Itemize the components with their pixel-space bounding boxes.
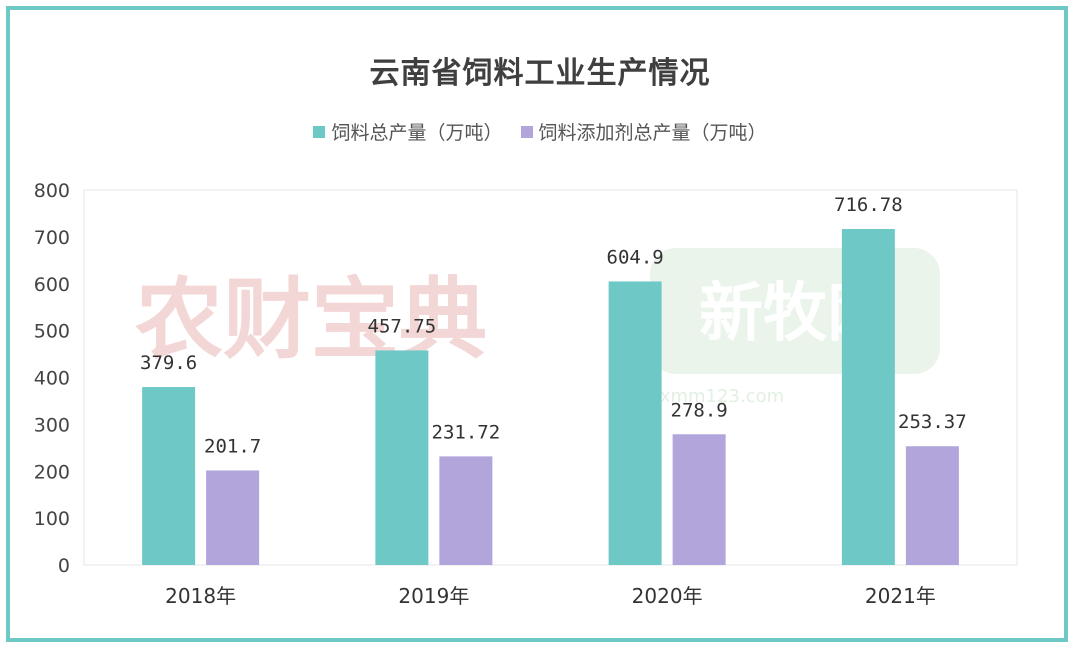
data-label: 231.72 (432, 421, 501, 443)
data-label: 253.37 (898, 411, 967, 433)
y-tick-label: 0 (58, 555, 70, 577)
y-tick-label: 200 (34, 461, 70, 483)
bar-feed-total (841, 229, 895, 565)
x-tick-label: 2021年 (865, 584, 936, 608)
plot-area-border (83, 189, 1018, 566)
data-label: 379.6 (140, 352, 197, 374)
data-label: 457.75 (368, 315, 437, 337)
watermark-url: xmm123.com (660, 386, 784, 407)
x-tick-label: 2019年 (398, 584, 469, 608)
data-label: 604.9 (607, 246, 664, 268)
y-tick-label: 500 (34, 321, 70, 343)
chart-legend: 饲料总产量（万吨） 饲料添加剂总产量（万吨） (0, 118, 1080, 145)
bar-additive-total (206, 470, 260, 565)
legend-label-additive-total: 饲料添加剂总产量（万吨） (538, 122, 767, 144)
legend-swatch-additive-total (520, 126, 533, 138)
data-label: 201.7 (204, 435, 261, 457)
x-tick-label: 2020年 (632, 584, 703, 608)
bar-additive-total (905, 446, 959, 565)
chart-title: 云南省饲料工业生产情况 (369, 56, 711, 91)
y-tick-label: 400 (34, 368, 70, 390)
bar-feed-total (375, 350, 429, 565)
legend-item-additive-total: 饲料添加剂总产量（万吨） (520, 118, 767, 145)
y-tick-label: 300 (34, 414, 70, 436)
y-tick-label: 600 (34, 274, 70, 296)
data-label: 716.78 (834, 194, 903, 216)
bar-feed-total (142, 387, 196, 565)
bar-additive-total (439, 456, 493, 565)
y-tick-label: 700 (34, 227, 70, 249)
x-tick-label: 2018年 (165, 584, 236, 608)
bar-feed-total (608, 281, 662, 565)
legend-item-feed-total: 饲料总产量（万吨） (313, 118, 502, 145)
data-label: 278.9 (671, 399, 728, 421)
y-tick-label: 100 (34, 508, 70, 530)
legend-swatch-feed-total (313, 126, 326, 138)
y-tick-label: 800 (34, 180, 70, 202)
bar-additive-total (672, 434, 726, 565)
legend-label-feed-total: 饲料总产量（万吨） (331, 122, 503, 144)
